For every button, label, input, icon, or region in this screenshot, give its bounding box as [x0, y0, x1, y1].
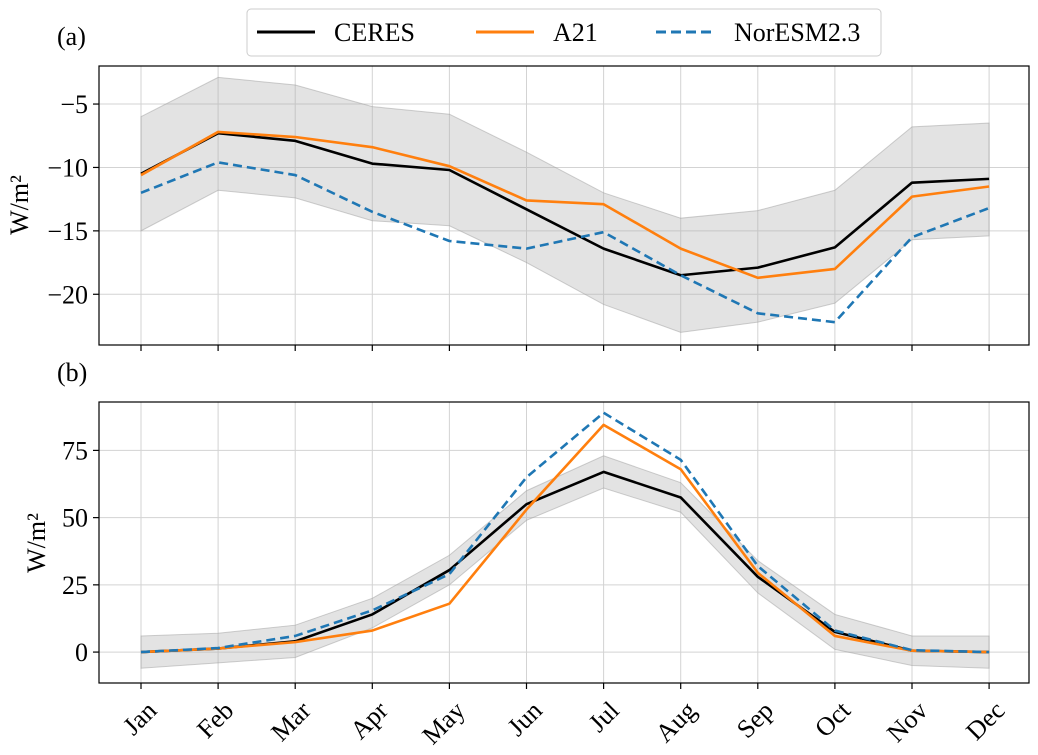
panel-a: (a) W/m² −5 −10 −15 −20 — [5, 22, 1030, 351]
legend-frame — [246, 8, 882, 57]
legend-label-a21: A21 — [553, 18, 598, 47]
axes-frame-b — [98, 401, 1030, 684]
series-line-a21-b — [140, 423, 990, 654]
xtick-label-b: Aug — [650, 696, 702, 748]
legend-label-ceres: CERES — [334, 18, 415, 47]
legend-entry-noresm: NorESM2.3 — [656, 18, 860, 47]
series-line-ceres-a — [140, 131, 990, 277]
plot-area-b: 75 50 25 0 Jan Feb Mar Apr May Jun Jul Aug Sep Oct Nov… — [62, 401, 1030, 750]
series-line-noresm2-3-b — [140, 411, 990, 654]
xtick-label-b: Dec — [960, 696, 1010, 746]
ytick-label-a: −10 — [47, 153, 88, 182]
ylabel-a: W/m² — [5, 175, 34, 235]
xtick-label-b: Mar — [265, 696, 316, 747]
ylabel-b: W/m² — [22, 513, 51, 573]
ytick-label-a: −15 — [47, 217, 88, 246]
xtick-label-b: Sep — [731, 696, 779, 744]
xtick-label-b: Jul — [583, 696, 625, 738]
ytick-label-b: 50 — [62, 504, 88, 533]
plot-area-a: −5 −10 −15 −20 — [47, 65, 1030, 351]
axes-frame-a — [98, 65, 1030, 346]
legend-label-noresm: NorESM2.3 — [734, 18, 860, 47]
series-line-a21-a — [140, 130, 990, 280]
panel-b: (b) W/m² 75 50 25 0 Jan Feb Mar Apr May Jun Jul Aug… — [22, 358, 1030, 750]
xtick-label-b: May — [416, 696, 470, 750]
ytick-label-b: 75 — [62, 436, 88, 465]
xtick-label-b: Apr — [344, 696, 393, 745]
ytick-label-a: −20 — [47, 280, 88, 309]
ytick-label-a: −5 — [60, 90, 88, 119]
panel-label-a: (a) — [57, 22, 86, 51]
xtick-label-b: Oct — [809, 695, 857, 743]
xtick-label-b: Jan — [117, 696, 162, 741]
ytick-label-b: 25 — [62, 571, 88, 600]
panel-label-b: (b) — [57, 358, 87, 387]
legend-entry-a21: A21 — [476, 18, 598, 47]
series-line-noresm2-3-a — [140, 161, 990, 324]
uncertainty-band-a — [140, 76, 990, 333]
xtick-label-b: Feb — [191, 696, 239, 744]
legend-entry-ceres: CERES — [257, 18, 415, 47]
legend: CERES A21 NorESM2.3 — [246, 8, 882, 57]
ytick-label-b: 0 — [75, 638, 88, 667]
xtick-label-b: Jun — [502, 696, 548, 742]
uncertainty-band-b — [140, 455, 990, 669]
xtick-label-b: Nov — [881, 696, 933, 748]
